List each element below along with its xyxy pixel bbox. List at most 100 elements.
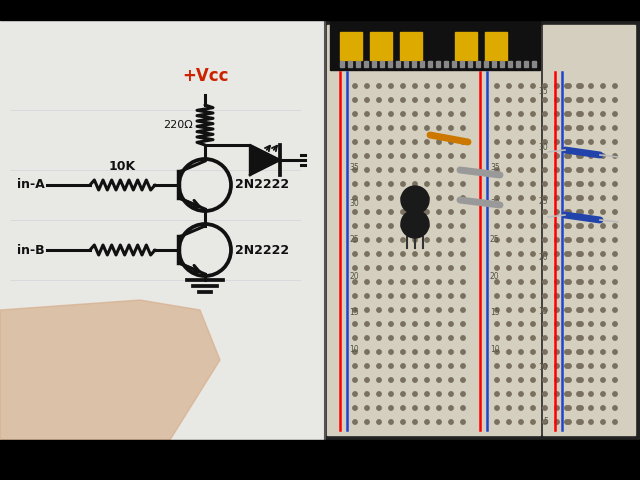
Circle shape xyxy=(461,294,465,298)
Circle shape xyxy=(389,238,393,242)
Circle shape xyxy=(437,266,441,270)
Circle shape xyxy=(543,392,547,396)
Circle shape xyxy=(389,322,393,326)
Circle shape xyxy=(577,84,581,88)
Circle shape xyxy=(353,280,357,284)
Circle shape xyxy=(507,378,511,382)
Circle shape xyxy=(531,392,535,396)
Circle shape xyxy=(461,266,465,270)
Circle shape xyxy=(613,168,617,172)
Circle shape xyxy=(437,224,441,228)
Circle shape xyxy=(613,350,617,354)
Bar xyxy=(0,0,640,20)
Circle shape xyxy=(495,392,499,396)
Text: 25: 25 xyxy=(490,236,500,244)
Circle shape xyxy=(425,112,429,116)
Circle shape xyxy=(579,392,583,396)
Polygon shape xyxy=(250,145,280,175)
Circle shape xyxy=(507,126,511,130)
Circle shape xyxy=(353,336,357,340)
Circle shape xyxy=(589,308,593,312)
Circle shape xyxy=(589,140,593,144)
Circle shape xyxy=(425,196,429,200)
Circle shape xyxy=(564,182,569,186)
Circle shape xyxy=(519,238,524,242)
Circle shape xyxy=(579,224,583,228)
Circle shape xyxy=(461,168,465,172)
Circle shape xyxy=(601,224,605,228)
Circle shape xyxy=(601,392,605,396)
Circle shape xyxy=(437,140,441,144)
Circle shape xyxy=(449,210,453,214)
Circle shape xyxy=(377,196,381,200)
Circle shape xyxy=(589,364,593,368)
Circle shape xyxy=(579,336,583,340)
Circle shape xyxy=(564,392,569,396)
Circle shape xyxy=(495,294,499,298)
Circle shape xyxy=(613,154,617,158)
Circle shape xyxy=(543,140,547,144)
Circle shape xyxy=(353,98,357,102)
Circle shape xyxy=(555,280,559,284)
Circle shape xyxy=(577,196,581,200)
Circle shape xyxy=(413,196,417,200)
Circle shape xyxy=(601,168,605,172)
Circle shape xyxy=(389,224,393,228)
Circle shape xyxy=(519,322,524,326)
Circle shape xyxy=(365,322,369,326)
Circle shape xyxy=(567,280,572,284)
Circle shape xyxy=(601,210,605,214)
Circle shape xyxy=(555,210,559,214)
Circle shape xyxy=(461,238,465,242)
Circle shape xyxy=(589,210,593,214)
Circle shape xyxy=(577,308,581,312)
Circle shape xyxy=(389,336,393,340)
Circle shape xyxy=(589,182,593,186)
Circle shape xyxy=(377,210,381,214)
Circle shape xyxy=(577,336,581,340)
Circle shape xyxy=(507,294,511,298)
Circle shape xyxy=(567,98,572,102)
Circle shape xyxy=(425,406,429,410)
Circle shape xyxy=(519,252,524,256)
Text: 10: 10 xyxy=(490,345,500,354)
Circle shape xyxy=(401,98,405,102)
Circle shape xyxy=(449,238,453,242)
Circle shape xyxy=(564,98,569,102)
Circle shape xyxy=(601,154,605,158)
Circle shape xyxy=(461,224,465,228)
Circle shape xyxy=(461,392,465,396)
Bar xyxy=(0,20,325,440)
Circle shape xyxy=(413,112,417,116)
Circle shape xyxy=(449,196,453,200)
Circle shape xyxy=(589,196,593,200)
Circle shape xyxy=(495,252,499,256)
Circle shape xyxy=(555,238,559,242)
Circle shape xyxy=(353,392,357,396)
Circle shape xyxy=(353,350,357,354)
Circle shape xyxy=(567,350,572,354)
Circle shape xyxy=(507,280,511,284)
Circle shape xyxy=(555,308,559,312)
Circle shape xyxy=(353,182,357,186)
Circle shape xyxy=(564,280,569,284)
Circle shape xyxy=(613,280,617,284)
Circle shape xyxy=(519,84,524,88)
Circle shape xyxy=(577,378,581,382)
Circle shape xyxy=(507,196,511,200)
Circle shape xyxy=(495,182,499,186)
Bar xyxy=(452,61,456,67)
Circle shape xyxy=(389,196,393,200)
Circle shape xyxy=(577,224,581,228)
Circle shape xyxy=(555,196,559,200)
Circle shape xyxy=(507,210,511,214)
Text: 220Ω: 220Ω xyxy=(163,120,193,130)
Circle shape xyxy=(601,322,605,326)
Circle shape xyxy=(365,98,369,102)
Circle shape xyxy=(601,84,605,88)
Circle shape xyxy=(377,84,381,88)
Circle shape xyxy=(389,84,393,88)
Circle shape xyxy=(401,364,405,368)
Circle shape xyxy=(495,210,499,214)
Circle shape xyxy=(495,350,499,354)
